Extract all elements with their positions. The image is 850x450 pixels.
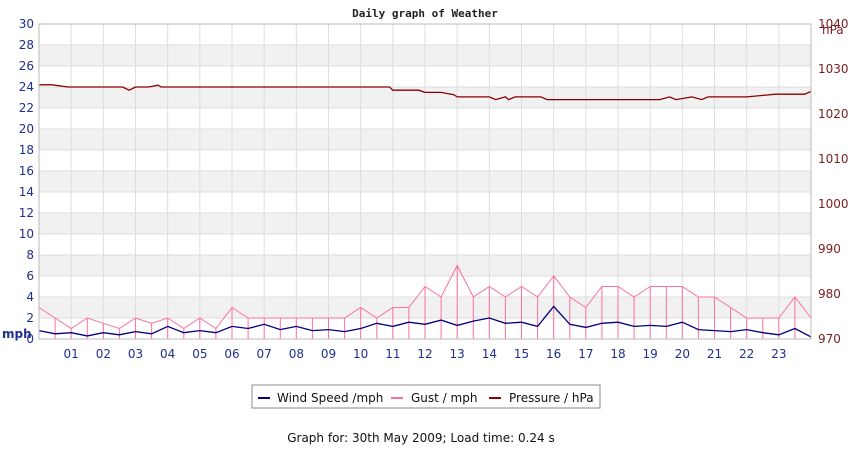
left-axis-unit: mph <box>2 327 32 341</box>
x-tick-label: 06 <box>224 347 239 361</box>
x-tick-label: 17 <box>578 347 593 361</box>
plot-frame <box>38 23 812 340</box>
left-tick-label: 12 <box>19 206 34 220</box>
x-tick-label: 07 <box>257 347 272 361</box>
x-tick-label: 11 <box>385 347 400 361</box>
x-tick-label: 15 <box>514 347 529 361</box>
left-tick-label: 18 <box>19 143 34 157</box>
legend-label-wind: Wind Speed /mph <box>277 391 383 405</box>
left-tick-label: 14 <box>19 185 34 199</box>
pressure-line <box>39 84 812 101</box>
wind-speed-line <box>38 305 812 338</box>
right-axis-ticks: 970 980 990 1000 1010 1020 1030 1040 <box>818 17 849 346</box>
legend: Wind Speed /mph Gust / mph Pressure / hP… <box>251 384 601 409</box>
x-tick-label: 20 <box>675 347 690 361</box>
left-tick-label: 4 <box>26 290 34 304</box>
left-tick-label: 16 <box>19 164 34 178</box>
x-tick-label: 09 <box>321 347 336 361</box>
x-tick-label: 01 <box>64 347 79 361</box>
x-tick-label: 08 <box>289 347 304 361</box>
x-tick-label: 13 <box>450 347 465 361</box>
left-tick-label: 6 <box>26 269 34 283</box>
left-tick-label: 20 <box>19 122 34 136</box>
right-tick-label: 1000 <box>818 197 849 211</box>
x-tick-label: 22 <box>739 347 754 361</box>
legend-label-gust: Gust / mph <box>411 391 477 405</box>
right-tick-label: 1030 <box>818 62 849 76</box>
legend-box <box>251 384 601 409</box>
left-tick-label: 28 <box>19 38 34 52</box>
left-tick-label: 30 <box>19 17 34 31</box>
legend-label-pressure: Pressure / hPa <box>509 391 594 405</box>
x-tick-label: 10 <box>353 347 368 361</box>
x-tick-label: 04 <box>160 347 175 361</box>
left-tick-label: 24 <box>19 80 34 94</box>
right-tick-label: 970 <box>818 332 841 346</box>
x-tick-label: 16 <box>546 347 561 361</box>
x-tick-label: 21 <box>707 347 722 361</box>
series-layer <box>38 84 812 339</box>
x-axis-ticks: 01 02 03 04 05 06 07 08 09 10 11 12 13 14 15 16 17 18 19 20… <box>64 347 787 361</box>
right-tick-label: 1040 <box>818 17 849 31</box>
x-tick-label: 12 <box>417 347 432 361</box>
right-tick-label: 1020 <box>818 107 849 121</box>
right-tick-label: 990 <box>818 242 841 256</box>
x-tick-label: 19 <box>643 347 658 361</box>
x-tick-label: 05 <box>192 347 207 361</box>
x-tick-label: 14 <box>482 347 497 361</box>
left-tick-label: 0 <box>26 332 34 346</box>
left-tick-label: 26 <box>19 59 34 73</box>
left-tick-label: 22 <box>19 101 34 115</box>
right-tick-label: 1010 <box>818 152 849 166</box>
chart-title: Daily graph of Weather <box>352 7 498 20</box>
right-axis-unit: hPa <box>822 23 844 37</box>
x-tick-label: 02 <box>96 347 111 361</box>
x-tick-label: 18 <box>610 347 625 361</box>
left-tick-label: 2 <box>26 311 34 325</box>
x-tick-label: 03 <box>128 347 143 361</box>
left-tick-label: 8 <box>26 248 34 262</box>
right-tick-label: 980 <box>818 287 841 301</box>
footer-text: Graph for: 30th May 2009; Load time: 0.2… <box>287 431 555 445</box>
left-tick-label: 10 <box>19 227 34 241</box>
x-tick-label: 23 <box>771 347 786 361</box>
